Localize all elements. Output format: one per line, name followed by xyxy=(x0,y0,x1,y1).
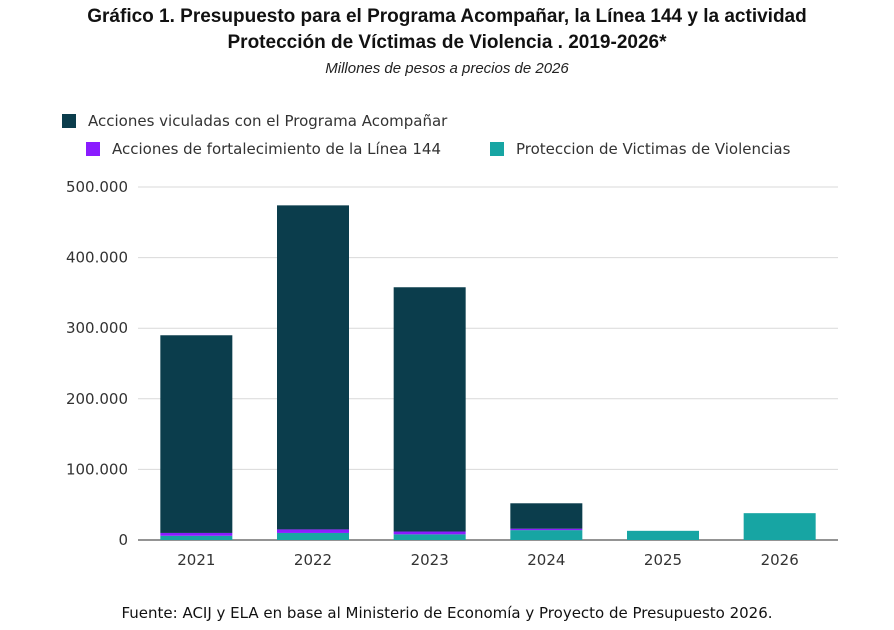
bar-segment-2022-s0 xyxy=(277,532,349,540)
gridlines xyxy=(138,186,838,541)
x-tick-label: 2025 xyxy=(644,551,682,569)
bar-segment-2021-s2 xyxy=(160,335,233,533)
x-tick-label: 2026 xyxy=(761,551,799,569)
y-tick-label: 400.000 xyxy=(66,249,128,267)
legend-item-proteccion: Proteccion de Victimas de Violencias xyxy=(490,140,790,158)
legend-swatch-acompanar xyxy=(62,114,76,128)
chart-title-line2: Protección de Víctimas de Violencia . 20… xyxy=(227,32,667,53)
x-tick-label: 2024 xyxy=(527,551,565,569)
y-axis-ticks: 0 100.000 200.000 300.000 400.000 500.000 xyxy=(66,178,128,549)
legend-label-proteccion: Proteccion de Victimas de Violencias xyxy=(516,140,791,158)
bar-segment-2023-s1 xyxy=(393,531,466,535)
y-tick-label: 0 xyxy=(118,531,128,549)
y-tick-label: 500.000 xyxy=(66,178,128,196)
bar-segment-2023-s2 xyxy=(393,287,466,532)
source-note: Fuente: ACIJ y ELA en base al Ministerio… xyxy=(121,604,773,622)
legend-item-acompanar: Acciones viculadas con el Programa Acomp… xyxy=(62,112,447,130)
bar-segment-2021-s0 xyxy=(160,535,233,540)
legend-swatch-linea144 xyxy=(86,142,100,156)
bars xyxy=(160,205,816,540)
x-tick-label: 2022 xyxy=(294,551,332,569)
y-tick-label: 300.000 xyxy=(66,319,128,337)
bar-segment-2026-s0 xyxy=(743,513,816,540)
bar-segment-2025-s0 xyxy=(627,530,699,540)
legend-label-linea144: Acciones de fortalecimiento de la Línea … xyxy=(112,140,442,158)
chart-title-line1: Gráfico 1. Presupuesto para el Programa … xyxy=(87,6,807,27)
legend-label-acompanar: Acciones viculadas con el Programa Acomp… xyxy=(88,112,448,130)
legend-swatch-proteccion xyxy=(490,142,504,156)
bar-segment-2024-s1 xyxy=(510,528,583,531)
x-tick-label: 2023 xyxy=(411,551,449,569)
bar-segment-2022-s2 xyxy=(277,205,349,530)
y-tick-label: 100.000 xyxy=(66,460,128,478)
bar-segment-2021-s1 xyxy=(160,532,233,536)
x-tick-label: 2021 xyxy=(177,551,215,569)
legend-item-linea144: Acciones de fortalecimiento de la Línea … xyxy=(86,140,441,158)
bar-segment-2024-s2 xyxy=(510,503,583,529)
bar-segment-2023-s0 xyxy=(393,534,466,540)
stacked-bar-chart: 0 100.000 200.000 300.000 400.000 500.000 202… xyxy=(66,178,838,569)
bar-segment-2024-s0 xyxy=(510,530,583,540)
x-axis-ticks: 2021 2022 2023 2024 2025 2026 xyxy=(177,551,799,569)
y-tick-label: 200.000 xyxy=(66,390,128,408)
chart-subtitle: Millones de pesos a precios de 2026 xyxy=(325,60,569,77)
bar-segment-2022-s1 xyxy=(277,529,349,533)
